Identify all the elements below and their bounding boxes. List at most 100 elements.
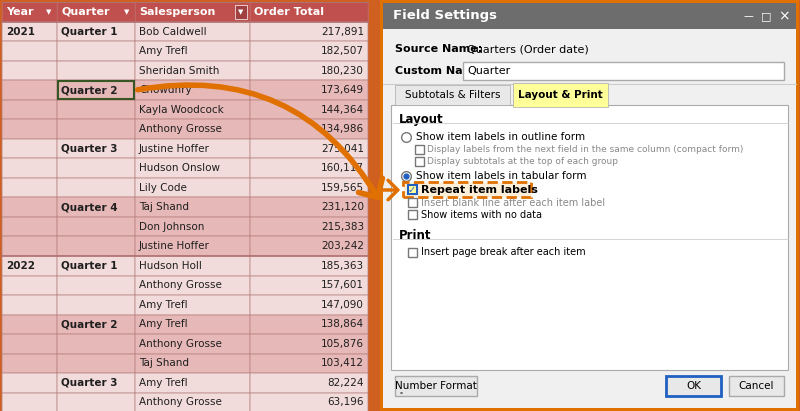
Bar <box>57 295 135 314</box>
Text: Year: Year <box>6 7 34 17</box>
Text: Chowdhry: Chowdhry <box>139 85 192 95</box>
Bar <box>135 139 250 159</box>
Text: Order Total: Order Total <box>254 7 324 17</box>
Bar <box>135 81 250 100</box>
Text: Taj Shand: Taj Shand <box>139 358 189 368</box>
Text: Show item labels in outline form: Show item labels in outline form <box>416 132 585 142</box>
Bar <box>250 81 368 100</box>
Text: 144,364: 144,364 <box>321 105 364 115</box>
Text: Repeat item labels: Repeat item labels <box>421 185 538 195</box>
Text: Source Name:: Source Name: <box>395 44 482 54</box>
Bar <box>57 159 135 178</box>
Bar <box>407 247 417 256</box>
Bar <box>414 145 423 155</box>
Text: Anthony Grosse: Anthony Grosse <box>139 124 222 134</box>
Bar <box>57 61 135 81</box>
Text: 173,649: 173,649 <box>321 85 364 95</box>
Bar <box>250 217 368 236</box>
Bar <box>57 100 135 120</box>
Bar <box>513 83 608 107</box>
Text: Don Johnson: Don Johnson <box>139 222 204 232</box>
Bar <box>135 100 250 120</box>
Bar <box>2 236 57 256</box>
Bar <box>250 120 368 139</box>
Bar <box>57 314 135 334</box>
Text: Quarter 4: Quarter 4 <box>61 202 118 212</box>
Bar <box>57 275 135 295</box>
Text: Amy Trefl: Amy Trefl <box>139 300 188 310</box>
Bar <box>135 159 250 178</box>
Text: 185,363: 185,363 <box>321 261 364 271</box>
Bar <box>2 314 57 334</box>
Bar <box>2 61 57 81</box>
Bar <box>57 217 135 236</box>
FancyArrowPatch shape <box>138 85 382 197</box>
Bar <box>235 5 247 19</box>
Text: 138,864: 138,864 <box>321 319 364 329</box>
Text: ▼: ▼ <box>124 9 130 15</box>
Text: 203,242: 203,242 <box>321 241 364 251</box>
Bar <box>250 256 368 275</box>
Bar <box>2 275 57 295</box>
Text: Insert blank line after each item label: Insert blank line after each item label <box>421 198 605 208</box>
Text: Quarter 1: Quarter 1 <box>61 261 118 271</box>
Bar <box>135 373 250 393</box>
Bar <box>57 42 135 61</box>
Bar <box>391 105 788 370</box>
Bar <box>383 3 796 29</box>
Text: Quarter 1: Quarter 1 <box>61 27 118 37</box>
Bar <box>407 210 417 219</box>
Text: Anthony Grosse: Anthony Grosse <box>139 397 222 407</box>
Text: 2022: 2022 <box>6 261 35 271</box>
Text: 157,601: 157,601 <box>321 280 364 290</box>
Bar <box>250 178 368 198</box>
Text: Display labels from the next field in the same column (compact form): Display labels from the next field in th… <box>427 145 743 155</box>
Bar <box>135 22 250 42</box>
Bar <box>250 198 368 217</box>
Bar <box>135 334 250 353</box>
Bar <box>407 185 417 194</box>
Text: Layout: Layout <box>399 113 444 125</box>
Bar <box>135 353 250 373</box>
Text: 160,117: 160,117 <box>321 163 364 173</box>
Text: 134,986: 134,986 <box>321 124 364 134</box>
Text: Kayla Woodcock: Kayla Woodcock <box>139 105 224 115</box>
Text: Quarter: Quarter <box>467 66 510 76</box>
Text: —: — <box>743 11 753 21</box>
Text: 231,120: 231,120 <box>321 202 364 212</box>
Bar <box>2 334 57 353</box>
Bar <box>2 139 57 159</box>
Text: Number Format: Number Format <box>395 381 477 391</box>
Bar <box>729 376 784 396</box>
Bar <box>250 353 368 373</box>
Bar <box>2 42 57 61</box>
Bar <box>2 217 57 236</box>
Text: Anthony Grosse: Anthony Grosse <box>139 339 222 349</box>
Bar <box>395 85 510 105</box>
Bar <box>403 182 531 198</box>
Bar <box>135 178 250 198</box>
Text: 217,891: 217,891 <box>321 27 364 37</box>
Bar <box>58 81 134 99</box>
Text: 182,507: 182,507 <box>321 46 364 56</box>
Bar <box>2 256 57 275</box>
Bar <box>135 198 250 217</box>
Bar <box>2 120 57 139</box>
Text: Justine Hoffer: Justine Hoffer <box>139 241 210 251</box>
Bar <box>57 139 135 159</box>
Text: 147,090: 147,090 <box>321 300 364 310</box>
Bar <box>135 314 250 334</box>
Text: ✓: ✓ <box>408 185 416 195</box>
Bar <box>250 61 368 81</box>
Text: Quarter: Quarter <box>61 7 110 17</box>
Text: Insert page break after each item: Insert page break after each item <box>421 247 586 257</box>
Bar <box>250 295 368 314</box>
Text: Quarter 3: Quarter 3 <box>61 378 118 388</box>
Text: Amy Trefl: Amy Trefl <box>139 319 188 329</box>
Bar <box>2 353 57 373</box>
Bar <box>57 334 135 353</box>
Text: 180,230: 180,230 <box>321 66 364 76</box>
Text: Salesperson: Salesperson <box>139 7 215 17</box>
Text: 2021: 2021 <box>6 27 35 37</box>
Text: Display subtotals at the top of each group: Display subtotals at the top of each gro… <box>427 157 618 166</box>
